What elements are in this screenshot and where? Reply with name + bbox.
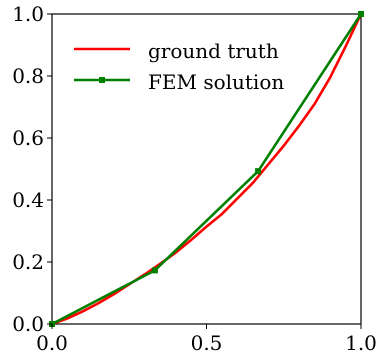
fem-solution-point bbox=[358, 11, 364, 17]
legend-marker-fem-solution bbox=[99, 77, 105, 83]
y-tick-label: 0.2 bbox=[12, 250, 44, 274]
fem-solution-point bbox=[255, 168, 262, 175]
y-tick-label: 0.4 bbox=[12, 188, 44, 212]
y-tick-label: 1.0 bbox=[12, 2, 44, 26]
legend: ground truth FEM solution bbox=[74, 39, 284, 94]
legend-label-fem-solution: FEM solution bbox=[148, 70, 284, 94]
y-tick-label: 0.6 bbox=[12, 126, 44, 150]
x-tick-label: 0.0 bbox=[36, 331, 68, 354]
fem-solution-point bbox=[151, 267, 158, 274]
plot-area bbox=[49, 11, 364, 327]
fem-solution-line bbox=[51, 13, 363, 326]
x-tick-label: 0.5 bbox=[191, 331, 223, 354]
ground-truth-line bbox=[51, 13, 363, 326]
axes-frame bbox=[51, 13, 362, 325]
y-tick-label: 0.8 bbox=[12, 64, 44, 88]
x-tick-label: 1.0 bbox=[345, 331, 377, 354]
x-axis: 0.0 0.5 1.0 bbox=[36, 324, 377, 354]
legend-label-ground-truth: ground truth bbox=[148, 39, 279, 63]
y-tick-label: 0.0 bbox=[12, 312, 44, 336]
y-axis: 0.0 0.2 0.4 0.6 0.8 1.0 bbox=[12, 2, 52, 336]
